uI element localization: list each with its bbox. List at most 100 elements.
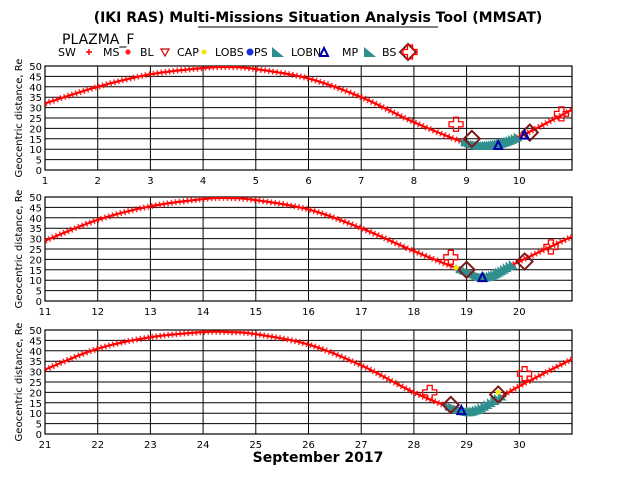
- bs-marker: [462, 129, 482, 149]
- panel-frame: [44, 65, 573, 171]
- x-tick-label: 3: [147, 176, 153, 187]
- y-tick-label: 0: [36, 430, 42, 441]
- x-tick-label: 13: [144, 307, 157, 318]
- y-tick-label: 50: [29, 62, 42, 73]
- legend-label-sw: SW: [58, 46, 76, 59]
- x-tick-label: 19: [460, 307, 473, 318]
- bs-marker: [488, 385, 508, 404]
- y-tick-label: 40: [29, 214, 42, 225]
- x-tick-label: 20: [513, 307, 526, 318]
- y-tick-label: 40: [29, 347, 42, 358]
- x-axis-label: September 2017: [253, 450, 384, 466]
- x-tick-label: 11: [39, 307, 52, 318]
- x-tick-label: 1: [42, 176, 48, 187]
- y-tick-label: 25: [29, 378, 42, 389]
- legend-label-bl: BL: [140, 46, 155, 59]
- y-tick-label: 30: [29, 368, 42, 379]
- y-axis-label: Geocentric distance, Re: [14, 190, 25, 309]
- y-tick-label: 15: [29, 135, 42, 146]
- x-tick-label: 5: [253, 176, 259, 187]
- y-tick-label: 20: [29, 124, 42, 135]
- legend: SW MS BL CAP LOBS PS LOBN MP BS: [58, 42, 418, 62]
- panel-frame: [44, 196, 573, 302]
- y-tick-label: 35: [29, 357, 42, 368]
- cap-marker: [453, 265, 459, 271]
- y-tick-label: 15: [29, 399, 42, 410]
- mp-marker: [505, 135, 515, 145]
- legend-label-bs: BS: [382, 46, 396, 59]
- bs-marker: [441, 395, 461, 415]
- x-tick-label: 22: [91, 440, 104, 451]
- x-tick-label: 9: [463, 176, 469, 187]
- lobn-marker: [455, 403, 467, 416]
- orbit-series: [45, 66, 572, 151]
- y-tick-label: 45: [29, 72, 42, 83]
- cap-marker: [495, 389, 501, 395]
- orbit-series: [45, 197, 572, 283]
- y-tick-label: 50: [29, 193, 42, 204]
- y-axis-label: Geocentric distance, Re: [14, 59, 25, 178]
- y-tick-label: 0: [36, 297, 42, 308]
- x-tick-label: 18: [408, 307, 421, 318]
- lobn-marker: [518, 128, 531, 140]
- x-tick-label: 10: [513, 176, 526, 187]
- x-tick-label: 8: [411, 176, 417, 187]
- y-tick-label: 5: [36, 156, 42, 167]
- x-tick-label: 14: [197, 307, 210, 318]
- y-tick-label: 40: [29, 83, 42, 94]
- y-tick-label: 50: [29, 326, 42, 337]
- x-tick-label: 21: [39, 440, 52, 451]
- mission-name: PLAZMA_F: [62, 32, 134, 48]
- sw-marker: [516, 366, 533, 382]
- x-tick-label: 15: [249, 307, 262, 318]
- sw-marker: [422, 384, 438, 401]
- orbit-sw-ticks: [45, 66, 572, 149]
- sw-marker: [443, 249, 459, 265]
- y-axis-label: Geocentric distance, Re: [14, 323, 25, 442]
- x-tick-label: 4: [200, 176, 206, 187]
- y-tick-label: 35: [29, 224, 42, 235]
- legend-plus-icon: [86, 49, 92, 55]
- orbit-series: [45, 330, 572, 417]
- lobn-marker: [492, 138, 504, 151]
- legend-circle-icon: [246, 48, 254, 56]
- sw-marker: [543, 239, 559, 255]
- sw-marker: [553, 106, 570, 122]
- legend-dot-icon: [201, 49, 207, 55]
- x-tick-label: 23: [144, 440, 157, 451]
- legend-label-lobn: LOBN: [291, 46, 321, 59]
- y-tick-label: 10: [29, 409, 42, 420]
- legend-wedge-icon: [272, 47, 284, 57]
- y-tick-label: 25: [29, 245, 42, 256]
- chart-title: (IKI RAS) Multi-Missions Situation Analy…: [94, 10, 543, 26]
- y-tick-label: 45: [29, 203, 42, 214]
- legend-label-ps: PS: [254, 46, 268, 59]
- x-tick-label: 2: [95, 176, 101, 187]
- y-tick-label: 5: [36, 287, 42, 298]
- y-tick-label: 10: [29, 145, 42, 156]
- x-tick-label: 24: [197, 440, 210, 451]
- bs-marker: [515, 252, 534, 271]
- x-tick-label: 25: [249, 440, 262, 451]
- legend-label-mp: MP: [342, 46, 358, 59]
- x-tick-label: 6: [305, 176, 311, 187]
- x-tick-label: 17: [355, 307, 368, 318]
- legend-triangle-up-icon: [318, 45, 330, 57]
- x-tick-label: 27: [355, 440, 368, 451]
- x-tick-label: 28: [408, 440, 421, 451]
- panel-frame: [44, 329, 573, 435]
- legend-label-lobs: LOBS: [215, 46, 244, 59]
- y-tick-label: 30: [29, 235, 42, 246]
- y-tick-label: 0: [36, 166, 42, 177]
- legend-wedge-icon: [364, 47, 376, 57]
- y-tick-label: 5: [36, 420, 42, 431]
- y-tick-label: 20: [29, 388, 42, 399]
- x-tick-label: 26: [302, 440, 315, 451]
- legend-label-cap: CAP: [177, 46, 199, 59]
- legend-label-ms: MS: [103, 46, 119, 59]
